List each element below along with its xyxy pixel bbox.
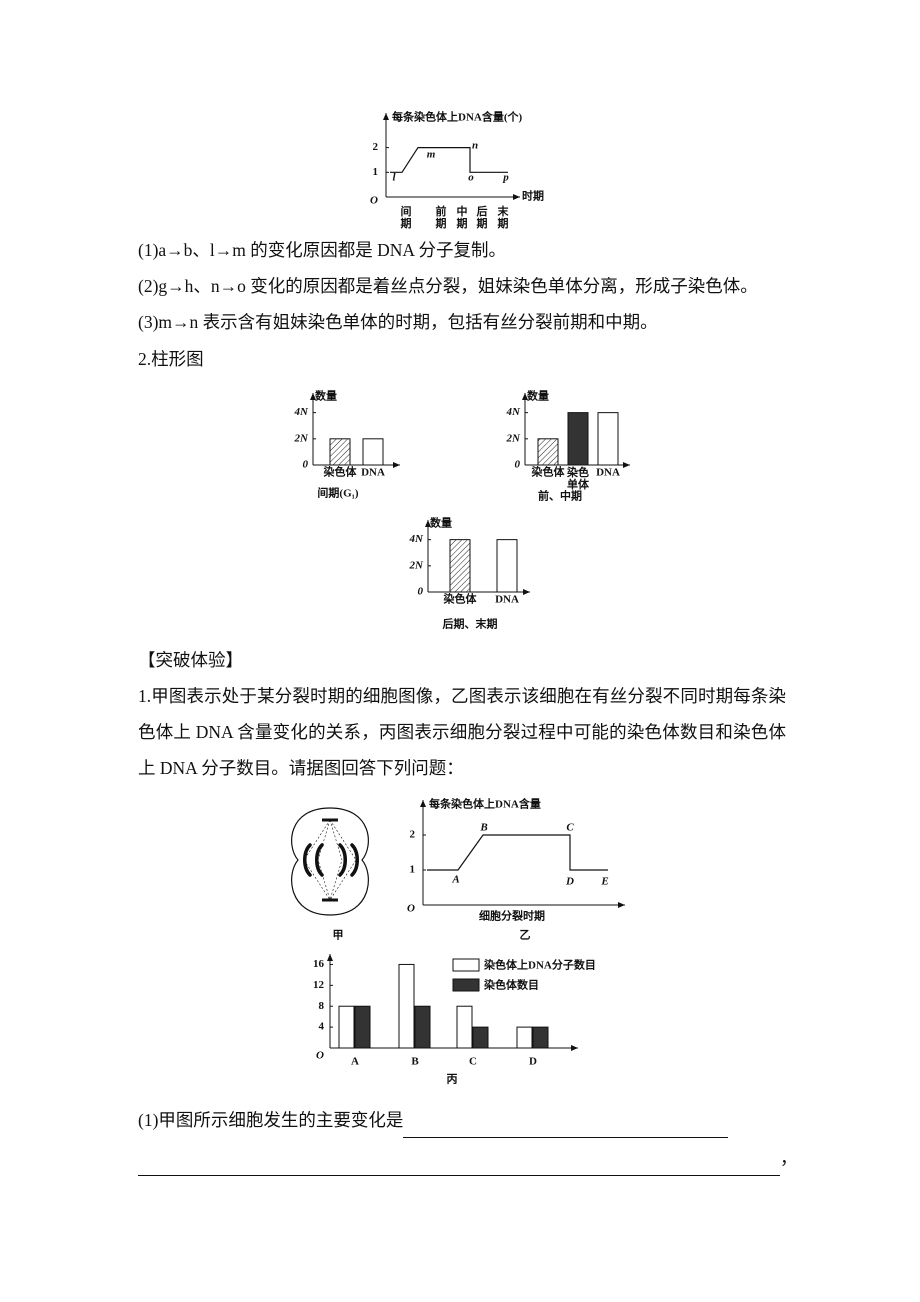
caption: 甲 [333, 929, 344, 942]
bar [567, 412, 589, 466]
data-line [427, 834, 608, 871]
bar [456, 1005, 473, 1049]
point-label: A [451, 874, 459, 886]
paragraph: (1)a→b、l→m 的变化原因都是 DNA 分子复制。 [138, 240, 506, 260]
data-line [390, 146, 508, 173]
y-tick-label: 2N [409, 559, 425, 571]
bar [354, 1005, 371, 1049]
y-axis-label: 每条染色体上DNA含量(个) [392, 110, 522, 124]
y-tick-label: 4N [294, 406, 310, 418]
bar [329, 438, 351, 466]
x-tick-label: DNA [596, 467, 620, 479]
y-tick-label: O [407, 903, 415, 915]
x-tick-label: DNA [361, 467, 385, 479]
bar [532, 1026, 549, 1049]
point-label: E [600, 876, 608, 888]
paragraph: (2)g→h、n→o 变化的原因都是着丝点分裂，姐妹染色单体分离，形成子染色体。 [138, 276, 758, 296]
x-tick-label: 染色体 [444, 592, 478, 606]
x-axis-label: 时期 [522, 189, 544, 203]
y-tick-label: 16 [313, 958, 325, 970]
x-tick-label: 间期 [401, 205, 412, 230]
x-tick-label: DNA [495, 594, 519, 606]
bar [398, 963, 415, 1049]
caption: 后期、末期 [443, 617, 498, 631]
bar [338, 1005, 355, 1049]
legend-label: 染色体上DNA分子数目 [484, 958, 596, 972]
y-axis-label: 数量 [315, 389, 337, 403]
legend-label: 染色体数目 [484, 978, 539, 992]
legend-swatch [452, 978, 480, 992]
point-label: p [502, 172, 509, 184]
point-label: m [427, 149, 436, 161]
legend-swatch [452, 958, 480, 972]
paragraph: (3)m→n 表示含有姐妹染色单体的时期，包括有丝分裂前期和中期。 [138, 312, 658, 332]
bar [449, 539, 471, 593]
point-label: C [566, 822, 574, 834]
y-axis-label: 每条染色体上DNA含量 [429, 797, 541, 811]
y-tick-label: 1 [410, 864, 416, 876]
point-label: l [392, 172, 396, 184]
x-tick-label: C [469, 1056, 477, 1068]
bar [362, 438, 384, 466]
bar [496, 539, 518, 593]
caption: 乙 [520, 929, 531, 942]
caption: 间期(G₁) [317, 486, 359, 500]
point-label: o [468, 172, 474, 184]
x-axis-label: 细胞分裂时期 [479, 909, 545, 923]
section-title: 【突破体验】 [138, 650, 243, 670]
y-axis-label: 数量 [430, 516, 452, 530]
x-tick-label: 前期 [436, 204, 447, 230]
y-tick-label: 2N [294, 432, 310, 444]
y-tick-label: 8 [319, 1000, 325, 1012]
cell-drawing [291, 807, 369, 916]
y-tick-label: 4N [506, 406, 522, 418]
caption: 前、中期 [538, 489, 582, 503]
y-tick-label: 0 [515, 459, 521, 471]
x-tick-label: 后期 [477, 204, 488, 230]
y-tick-label: 2 [373, 141, 379, 153]
x-tick-label: 染色体 [532, 465, 566, 479]
y-tick-label: 2N [506, 432, 522, 444]
x-tick-label: 末期 [497, 204, 510, 230]
bar [516, 1026, 533, 1049]
x-tick-label: A [351, 1056, 359, 1068]
sub-question-text: (1)甲图所示细胞发生的主要变化是 [138, 1110, 404, 1130]
y-tick-label: 4N [409, 533, 425, 545]
y-tick-label: O [316, 1050, 324, 1062]
sub-question: (1)甲图所示细胞发生的主要变化是 [138, 1102, 729, 1138]
x-tick-label: 染色单体 [567, 465, 590, 491]
x-tick-label: D [529, 1056, 537, 1068]
paragraph: 2.柱形图 [138, 349, 204, 369]
y-tick-label: 1 [373, 166, 379, 178]
x-tick-label: B [411, 1056, 419, 1068]
y-tick-label: 12 [313, 979, 325, 991]
answer-blank [403, 1117, 729, 1138]
x-tick-label: 中期 [457, 204, 468, 230]
answer-blank [138, 1155, 780, 1176]
point-label: B [479, 822, 487, 834]
y-axis-label: 数量 [527, 389, 549, 403]
bar [597, 412, 619, 466]
answer-line: ， [138, 1140, 798, 1176]
x-tick-label: 染色体 [324, 465, 358, 479]
bar [472, 1026, 489, 1049]
caption: 丙 [447, 1073, 458, 1086]
y-tick-label: 0 [303, 459, 309, 471]
y-tick-label: 0 [418, 586, 424, 598]
y-tick-label: 2 [410, 829, 416, 841]
punctuation: ， [780, 1148, 798, 1168]
y-tick-label: 4 [319, 1021, 325, 1033]
question: 1.甲图表示处于某分裂时期的细胞图像，乙图表示该细胞在有丝分裂不同时期每条染色体… [138, 686, 786, 778]
bar [414, 1005, 431, 1049]
point-label: n [472, 140, 478, 152]
y-tick-label: O [370, 195, 378, 207]
point-label: D [565, 876, 574, 888]
bar [537, 438, 559, 466]
